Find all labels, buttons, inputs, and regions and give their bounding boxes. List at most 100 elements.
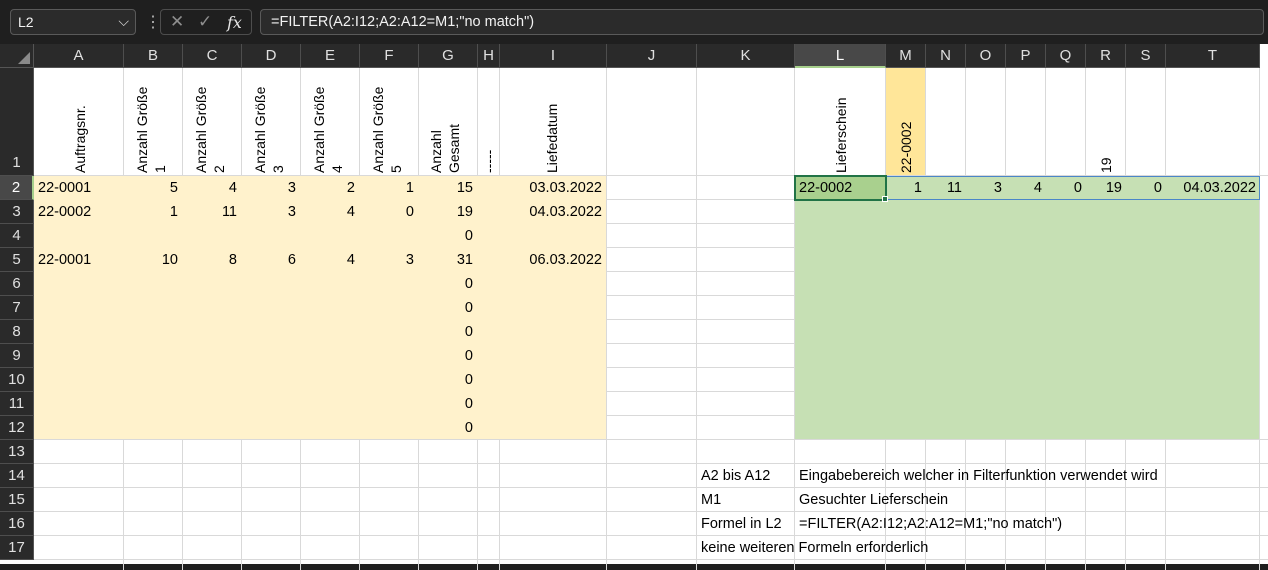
column-header-g[interactable]: G	[419, 44, 478, 68]
cell-g4[interactable]: 0	[464, 228, 473, 244]
cell-d9[interactable]	[246, 344, 296, 368]
column-header-c[interactable]: C	[183, 44, 242, 68]
cell-i5[interactable]: 06.03.2022	[529, 252, 602, 268]
cell-d6[interactable]	[246, 272, 296, 296]
cell-f7[interactable]	[364, 296, 414, 320]
result-cell-l[interactable]: 22-0002	[799, 180, 853, 196]
cell-b5[interactable]: 10	[161, 252, 178, 268]
cell-d3[interactable]: 3	[287, 204, 296, 220]
column-header-e[interactable]: E	[301, 44, 360, 68]
cell-f9[interactable]	[364, 344, 414, 368]
cell-f10[interactable]	[364, 368, 414, 392]
cell-b4[interactable]	[128, 224, 178, 248]
row-header-15[interactable]: 15	[0, 488, 34, 512]
cell-b7[interactable]	[128, 296, 178, 320]
row-header-17[interactable]: 17	[0, 536, 34, 560]
cell-f3[interactable]: 0	[405, 204, 414, 220]
row-header-11[interactable]: 11	[0, 392, 34, 416]
cell-f6[interactable]	[364, 272, 414, 296]
result-cell-p[interactable]: 4	[1033, 180, 1042, 196]
cell-g5[interactable]: 31	[456, 252, 473, 268]
column-header-r[interactable]: R	[1086, 44, 1126, 68]
cell-c4[interactable]	[187, 224, 237, 248]
checkmark-icon[interactable]: ✓	[198, 12, 213, 31]
cell-d8[interactable]	[246, 320, 296, 344]
cell-f8[interactable]	[364, 320, 414, 344]
column-header-j[interactable]: J	[607, 44, 697, 68]
cell-f12[interactable]	[364, 416, 414, 440]
cell-i4[interactable]	[504, 224, 602, 248]
cell-e12[interactable]	[305, 416, 355, 440]
row-header-7[interactable]: 7	[0, 296, 34, 320]
result-cell-q[interactable]: 0	[1073, 180, 1082, 196]
cell-g11[interactable]: 0	[464, 396, 473, 412]
cell-g9[interactable]: 0	[464, 348, 473, 364]
cell-c6[interactable]	[187, 272, 237, 296]
cell-b10[interactable]	[128, 368, 178, 392]
cell-i7[interactable]	[504, 296, 602, 320]
cell-a6[interactable]	[38, 272, 119, 296]
column-header-m[interactable]: M	[886, 44, 926, 68]
column-header-b[interactable]: B	[124, 44, 183, 68]
column-header-i[interactable]: I	[500, 44, 607, 68]
row-header-2[interactable]: 2	[0, 176, 34, 200]
cell-a2[interactable]: 22-0001	[38, 180, 92, 196]
result-cell-o[interactable]: 3	[993, 180, 1002, 196]
result-cell-s[interactable]: 0	[1153, 180, 1162, 196]
cell-c9[interactable]	[187, 344, 237, 368]
result-cell-r[interactable]: 19	[1105, 180, 1122, 196]
column-header-k[interactable]: K	[697, 44, 795, 68]
column-header-s[interactable]: S	[1126, 44, 1166, 68]
row-header-16[interactable]: 16	[0, 512, 34, 536]
result-cell-m[interactable]: 1	[913, 180, 922, 196]
column-header-p[interactable]: P	[1006, 44, 1046, 68]
cell-b6[interactable]	[128, 272, 178, 296]
cell-f11[interactable]	[364, 392, 414, 416]
cell-c3[interactable]: 11	[221, 204, 237, 220]
cell-d4[interactable]	[246, 224, 296, 248]
cell-b9[interactable]	[128, 344, 178, 368]
cell-e3[interactable]: 4	[346, 204, 355, 220]
cell-a5[interactable]: 22-0001	[38, 252, 92, 268]
row-header-13[interactable]: 13	[0, 440, 34, 464]
cell-f4[interactable]	[364, 224, 414, 248]
insert-function-button[interactable]: fx	[227, 13, 242, 32]
cell-a12[interactable]	[38, 416, 119, 440]
cell-i8[interactable]	[504, 320, 602, 344]
result-cell-t[interactable]: 04.03.2022	[1183, 180, 1256, 196]
cell-b2[interactable]: 5	[169, 180, 178, 196]
column-header-h[interactable]: H	[478, 44, 500, 68]
cell-e5[interactable]: 4	[346, 252, 355, 268]
row-header-4[interactable]: 4	[0, 224, 34, 248]
column-header-a[interactable]: A	[34, 44, 124, 68]
column-header-o[interactable]: O	[966, 44, 1006, 68]
fill-handle[interactable]	[882, 196, 888, 202]
cell-g3[interactable]: 19	[456, 204, 473, 220]
column-header-l[interactable]: L	[795, 44, 886, 68]
row-header-1[interactable]: 1	[0, 68, 34, 176]
cell-e11[interactable]	[305, 392, 355, 416]
column-header-n[interactable]: N	[926, 44, 966, 68]
cell-a7[interactable]	[38, 296, 119, 320]
cell-e7[interactable]	[305, 296, 355, 320]
row-header-6[interactable]: 6	[0, 272, 34, 296]
row-header-12[interactable]: 12	[0, 416, 34, 440]
cell-d5[interactable]: 6	[287, 252, 296, 268]
cell-f2[interactable]: 1	[405, 180, 414, 196]
cell-c12[interactable]	[187, 416, 237, 440]
cell-e8[interactable]	[305, 320, 355, 344]
cell-i3[interactable]: 04.03.2022	[529, 204, 602, 220]
cell-i11[interactable]	[504, 392, 602, 416]
column-header-t[interactable]: T	[1166, 44, 1260, 68]
cell-d12[interactable]	[246, 416, 296, 440]
cell-e4[interactable]	[305, 224, 355, 248]
cell-c5[interactable]: 8	[228, 252, 237, 268]
cell-a10[interactable]	[38, 368, 119, 392]
column-header-d[interactable]: D	[242, 44, 301, 68]
row-header-14[interactable]: 14	[0, 464, 34, 488]
row-header-8[interactable]: 8	[0, 320, 34, 344]
cell-c7[interactable]	[187, 296, 237, 320]
cell-c8[interactable]	[187, 320, 237, 344]
cell-a9[interactable]	[38, 344, 119, 368]
spreadsheet-grid[interactable]: A B C D E F G H I J K L M N O P Q R S T 1 2 3 4 5 6 7 8 9 10 11 12 13 14 1…	[0, 44, 1268, 570]
